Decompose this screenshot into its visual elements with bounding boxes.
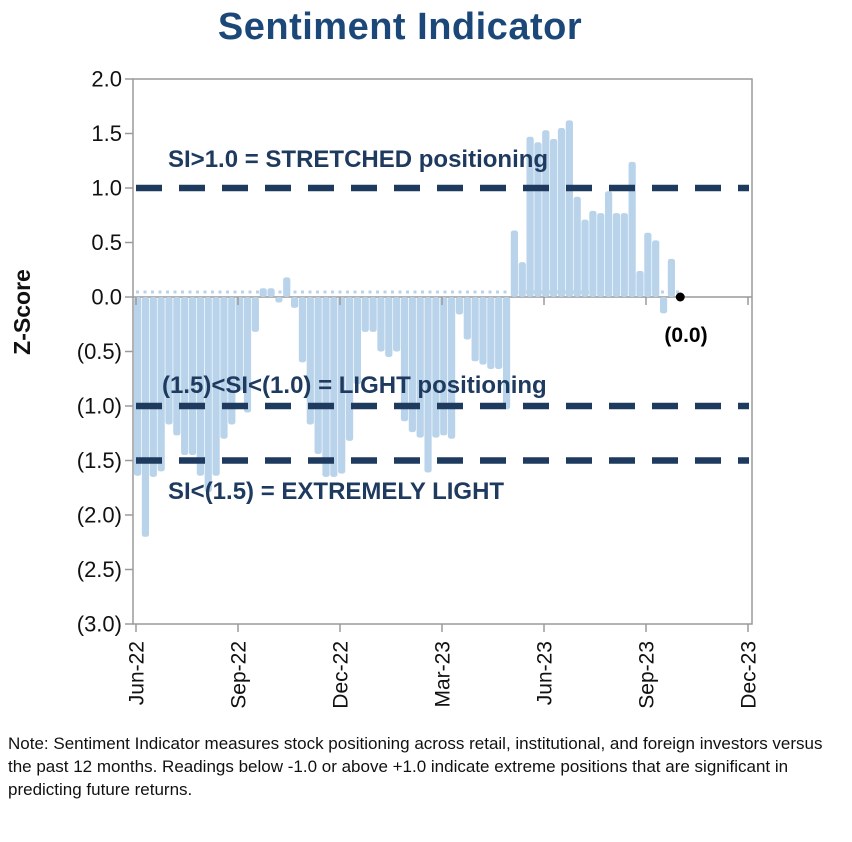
bar bbox=[385, 297, 393, 357]
bar bbox=[314, 297, 322, 454]
bar bbox=[149, 297, 157, 477]
x-tick-label: Sep-23 bbox=[636, 641, 659, 709]
bar bbox=[620, 213, 628, 297]
bar bbox=[557, 128, 566, 297]
y-tick-label: (1.5) bbox=[77, 448, 122, 473]
bar bbox=[667, 258, 675, 297]
bar bbox=[416, 297, 424, 438]
bar bbox=[463, 297, 471, 340]
x-tick-label: Jun-22 bbox=[126, 641, 149, 705]
y-tick-label: (2.0) bbox=[77, 503, 122, 528]
bar bbox=[495, 297, 503, 369]
y-tick-label: 0.0 bbox=[91, 285, 122, 310]
bar bbox=[534, 142, 542, 297]
bar bbox=[573, 196, 581, 297]
y-tick-label: 0.5 bbox=[91, 230, 122, 255]
bar bbox=[228, 297, 236, 425]
y-tick-label: (1.0) bbox=[77, 394, 122, 419]
chart-canvas: 2.0 1.5 1.0 0.5 0.0 (0.5) (1.0) (1.5) (2.0) (2.5)… bbox=[9, 67, 761, 709]
threshold-label-light: (1.5)<SI<(1.0) = LIGHT positioning bbox=[162, 372, 547, 399]
bar bbox=[487, 297, 495, 369]
bar bbox=[605, 191, 613, 297]
bar bbox=[550, 138, 558, 297]
bar bbox=[581, 219, 589, 297]
bar bbox=[502, 297, 511, 410]
y-axis-title: Z-Score bbox=[9, 269, 35, 355]
bar bbox=[455, 297, 464, 315]
y-tick-label: 1.5 bbox=[91, 121, 122, 146]
bar bbox=[612, 213, 621, 297]
bar bbox=[173, 297, 181, 436]
y-tick-label: (3.0) bbox=[77, 612, 122, 637]
bar bbox=[275, 297, 283, 303]
bar bbox=[448, 297, 456, 439]
bar bbox=[236, 297, 244, 391]
bar bbox=[565, 120, 573, 297]
bar bbox=[393, 297, 401, 352]
footnote: Note: Sentiment Indicator measures stock… bbox=[8, 734, 823, 799]
y-tick-label: (0.5) bbox=[77, 339, 122, 364]
bar bbox=[644, 232, 652, 297]
bar bbox=[298, 297, 307, 363]
bar bbox=[220, 297, 228, 439]
latest-value-label: (0.0) bbox=[664, 324, 707, 347]
x-tick-label: Mar-23 bbox=[432, 641, 455, 708]
bar bbox=[518, 262, 526, 297]
y-tick-label: 2.0 bbox=[91, 67, 122, 92]
latest-point-dot bbox=[675, 292, 685, 302]
bar bbox=[283, 277, 291, 297]
bar bbox=[141, 297, 150, 537]
bar bbox=[526, 136, 534, 297]
y-tick-label: (2.5) bbox=[77, 557, 122, 582]
bar bbox=[510, 230, 518, 297]
bar bbox=[330, 297, 338, 477]
bar bbox=[165, 297, 173, 425]
bar bbox=[542, 130, 550, 297]
x-tick-label: Dec-23 bbox=[738, 641, 761, 709]
bar bbox=[243, 297, 252, 413]
bar bbox=[369, 297, 377, 332]
bar bbox=[471, 297, 479, 362]
x-tick-label: Dec-22 bbox=[330, 641, 353, 709]
bar bbox=[338, 297, 346, 474]
bar bbox=[134, 297, 142, 476]
chart-title: Sentiment Indicator bbox=[217, 6, 583, 48]
bar bbox=[212, 297, 220, 476]
bar bbox=[353, 297, 361, 385]
bar bbox=[597, 213, 605, 297]
bar bbox=[440, 297, 448, 436]
threshold-label-stretched: SI>1.0 = STRETCHED positioning bbox=[168, 146, 548, 173]
x-tick-label: Jun-23 bbox=[534, 641, 557, 705]
bar bbox=[291, 297, 299, 308]
x-tick-label: Sep-22 bbox=[228, 641, 251, 709]
bar bbox=[196, 297, 204, 476]
bar bbox=[659, 297, 668, 314]
bar bbox=[636, 270, 644, 297]
bar bbox=[628, 161, 636, 297]
bar bbox=[345, 297, 354, 441]
bar bbox=[251, 297, 259, 332]
bar bbox=[188, 297, 197, 456]
bar bbox=[181, 297, 189, 456]
bar bbox=[424, 297, 432, 473]
bar bbox=[589, 210, 597, 297]
bar bbox=[259, 288, 267, 297]
bar bbox=[157, 297, 165, 472]
bar bbox=[652, 240, 660, 297]
bar bbox=[204, 297, 212, 493]
y-tick-label: 1.0 bbox=[91, 176, 122, 201]
bar bbox=[408, 297, 416, 433]
bar bbox=[322, 297, 330, 477]
bar bbox=[400, 297, 409, 422]
bar bbox=[361, 297, 369, 332]
bar bbox=[479, 297, 487, 365]
bar bbox=[377, 297, 385, 352]
chart-labels-layer: Z-Score SI>1.0 = STRETCHED positioning (… bbox=[9, 146, 708, 505]
threshold-label-extremely-light: SI<(1.5) = EXTREMELY LIGHT bbox=[168, 478, 504, 505]
bar bbox=[306, 297, 314, 425]
bar bbox=[432, 297, 440, 438]
